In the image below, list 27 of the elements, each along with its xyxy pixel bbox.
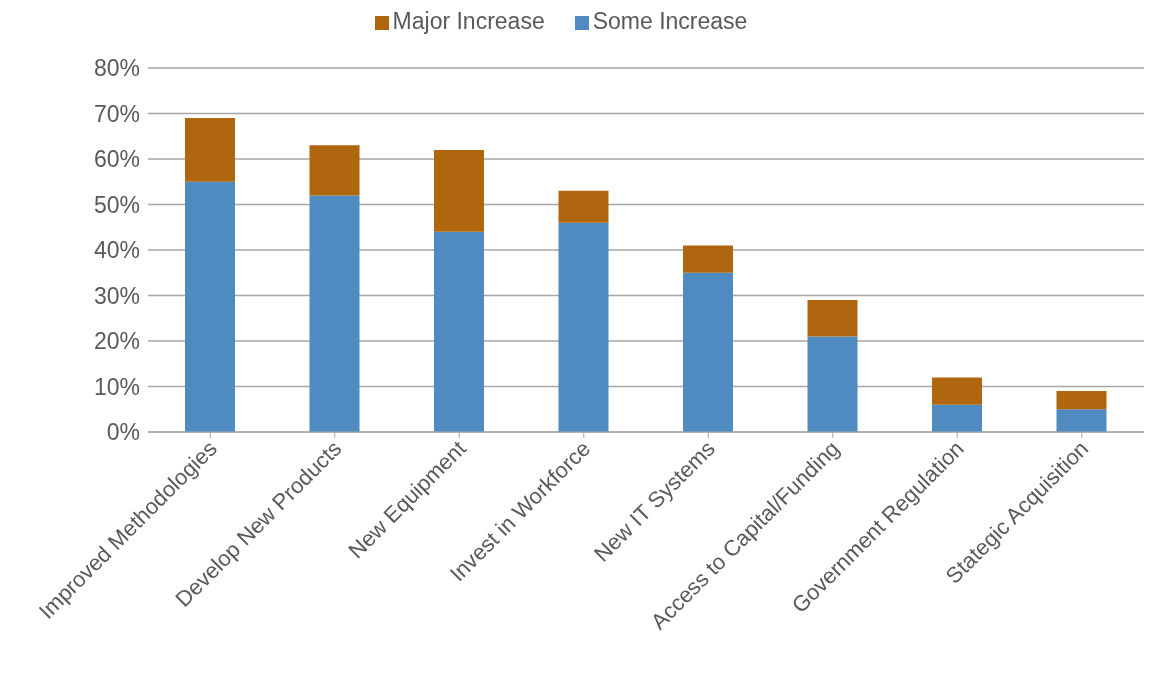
bar xyxy=(1056,391,1107,410)
bar xyxy=(434,149,484,232)
legend-label: Major Increase xyxy=(392,8,545,34)
y-tick-label: 40% xyxy=(93,237,140,264)
bar xyxy=(932,404,982,432)
bar xyxy=(185,181,235,432)
bar xyxy=(434,231,484,432)
y-tick-label: 10% xyxy=(93,373,140,400)
bar xyxy=(807,336,858,432)
y-tick-label: 60% xyxy=(93,146,140,173)
bar xyxy=(309,145,360,196)
y-tick-label: 70% xyxy=(93,100,140,127)
y-tick-label: 50% xyxy=(93,191,140,218)
bar xyxy=(558,222,609,432)
y-tick-label: 20% xyxy=(93,328,140,355)
bar xyxy=(309,195,360,432)
y-tick-label: 0% xyxy=(106,419,140,446)
bar xyxy=(932,377,982,405)
bar xyxy=(683,272,733,432)
bar xyxy=(558,190,609,223)
bar xyxy=(185,118,235,182)
y-tick-label: 30% xyxy=(93,282,140,309)
bar xyxy=(807,300,858,337)
bar xyxy=(1056,409,1107,432)
bar xyxy=(683,245,733,273)
y-tick-label: 80% xyxy=(93,55,140,82)
legend-label: Some Increase xyxy=(592,8,748,34)
